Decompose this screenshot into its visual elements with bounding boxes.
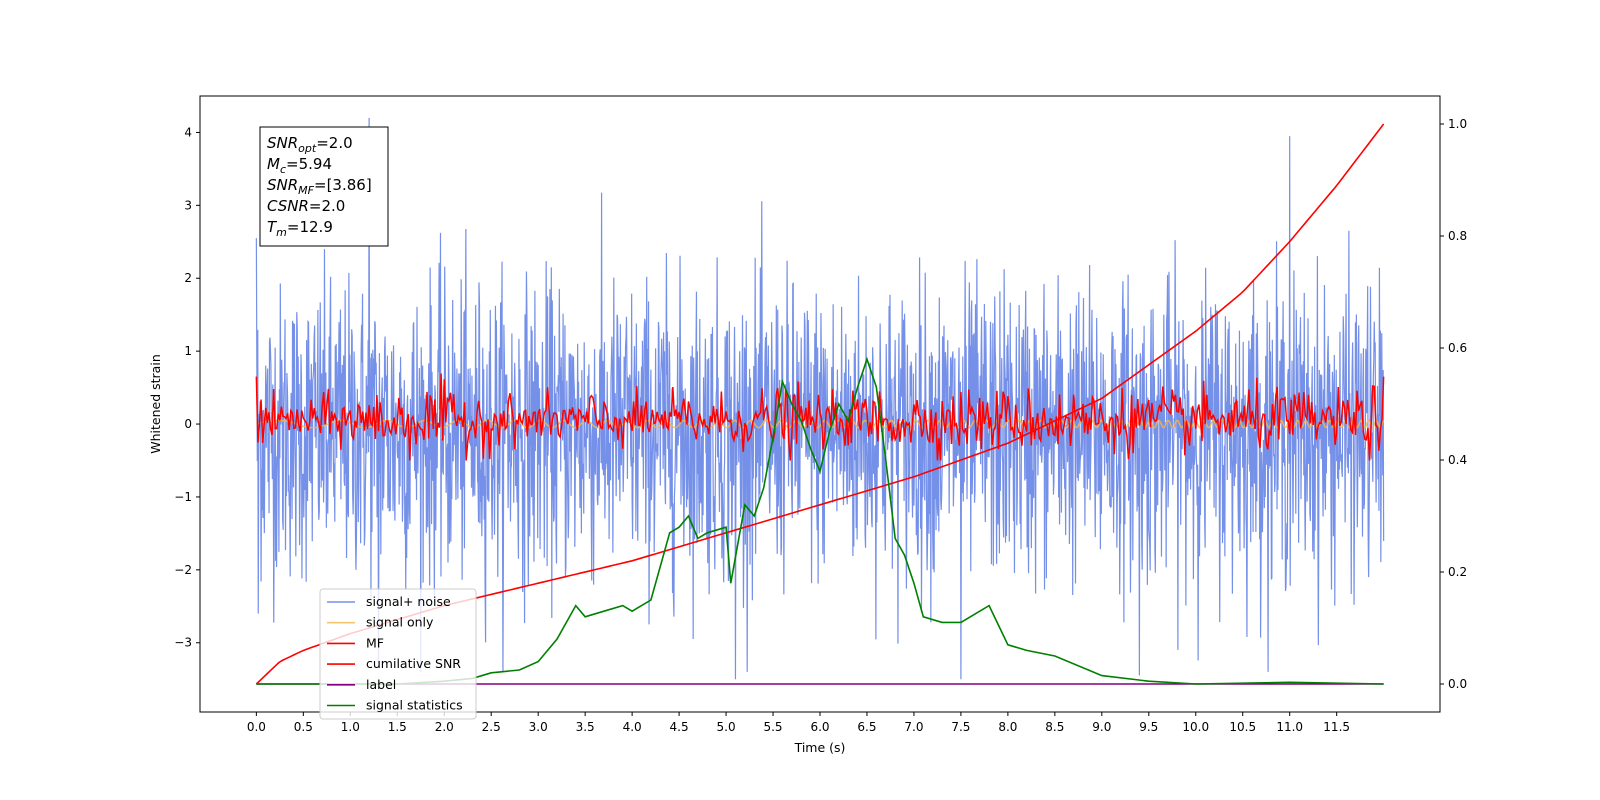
info-subscript: MF <box>298 184 314 197</box>
info-box: SNRopt=2.0Mc=5.94SNRMF=[3.86]CSNR=2.0Tm=… <box>259 126 389 247</box>
x-tick-label: 10.5 <box>1229 720 1256 734</box>
x-tick-label: 1.0 <box>341 720 360 734</box>
x-tick-label: 6.0 <box>810 720 829 734</box>
x-tick-label: 9.5 <box>1139 720 1158 734</box>
legend-frame <box>319 588 477 720</box>
x-tick-label: 8.5 <box>1045 720 1064 734</box>
legend-label: MF <box>366 635 384 650</box>
info-value: =2.0 <box>309 197 345 215</box>
legend-label: label <box>366 677 396 692</box>
info-symbol: SNR <box>267 176 298 194</box>
x-tick-label: 11.5 <box>1323 720 1350 734</box>
info-line: SNRMF=[3.86] <box>267 176 372 197</box>
y-left-tick-label: 3 <box>184 198 192 212</box>
info-symbol: T <box>267 218 278 236</box>
legend-label: cumilative SNR <box>366 656 461 671</box>
x-tick-label: 11.0 <box>1276 720 1303 734</box>
y-right-tick-label: 0.6 <box>1448 341 1467 355</box>
x-tick-label: 5.0 <box>717 720 736 734</box>
info-value: =2.0 <box>316 134 352 152</box>
y-right-tick-label: 0.4 <box>1448 453 1467 467</box>
x-tick-label: 7.5 <box>951 720 970 734</box>
y-right-tick-label: 1.0 <box>1448 117 1467 131</box>
x-tick-label: 8.0 <box>998 720 1017 734</box>
series-signal-noise <box>255 117 1385 680</box>
info-line: CSNR=2.0 <box>267 197 345 215</box>
y-left-tick-label: −1 <box>174 490 192 504</box>
x-tick-label: 9.0 <box>1092 720 1111 734</box>
x-tick-label: 2.0 <box>435 720 454 734</box>
x-tick-label: 4.0 <box>623 720 642 734</box>
x-tick-label: 2.5 <box>482 720 501 734</box>
info-value: =[3.86] <box>314 176 372 194</box>
legend-label: signal only <box>366 615 434 630</box>
info-line: SNRopt=2.0 <box>267 134 353 155</box>
y-left-tick-label: −3 <box>174 636 192 650</box>
axes: 0.0 0.5 1.0 1.5 2.0 2.5 3.0 3.5 4.0 4.5 5.0 5.5 6.0 6… <box>174 117 1467 734</box>
info-subscript: m <box>276 226 287 239</box>
info-box-frame <box>259 126 389 247</box>
info-value: =5.94 <box>286 155 332 173</box>
y-left-tick-label: 1 <box>184 344 192 358</box>
info-line: Mc=5.94 <box>267 155 332 176</box>
y-left-tick-label: −2 <box>174 563 192 577</box>
legend: signal+ noise signal only MF cumilative SNR… <box>319 588 477 720</box>
x-tick-label: 5.5 <box>763 720 782 734</box>
info-symbol: CSNR <box>267 197 309 215</box>
info-value: =12.9 <box>287 218 333 236</box>
x-tick-label: 6.5 <box>857 720 876 734</box>
info-line: Tm=12.9 <box>267 218 333 239</box>
y-axis-label: Whitened strain <box>148 354 163 453</box>
info-symbol: M <box>267 155 280 173</box>
legend-label: signal statistics <box>366 698 463 713</box>
x-tick-label: 0.0 <box>247 720 266 734</box>
x-tick-label: 7.0 <box>904 720 923 734</box>
y-right-tick-label: 0.0 <box>1448 677 1467 691</box>
x-tick-label: 4.5 <box>670 720 689 734</box>
x-tick-label: 3.5 <box>576 720 595 734</box>
x-tick-label: 1.5 <box>388 720 407 734</box>
y-left-tick-label: 4 <box>184 125 192 139</box>
info-symbol: SNR <box>267 134 298 152</box>
info-subscript: c <box>280 163 286 176</box>
x-tick-label: 3.0 <box>529 720 548 734</box>
y-left-tick-label: 0 <box>184 417 192 431</box>
series-signal-statistics <box>256 356 1384 685</box>
series-mf <box>255 373 1385 461</box>
y-right-tick-label: 0.2 <box>1448 565 1467 579</box>
x-axis-label: Time (s) <box>794 740 846 755</box>
x-tick-label: 10.0 <box>1182 720 1209 734</box>
legend-label: signal+ noise <box>366 594 451 609</box>
x-tick-label: 0.5 <box>294 720 313 734</box>
y-right-tick-label: 0.8 <box>1448 229 1467 243</box>
info-subscript: opt <box>298 142 317 155</box>
y-left-tick-label: 2 <box>184 271 192 285</box>
